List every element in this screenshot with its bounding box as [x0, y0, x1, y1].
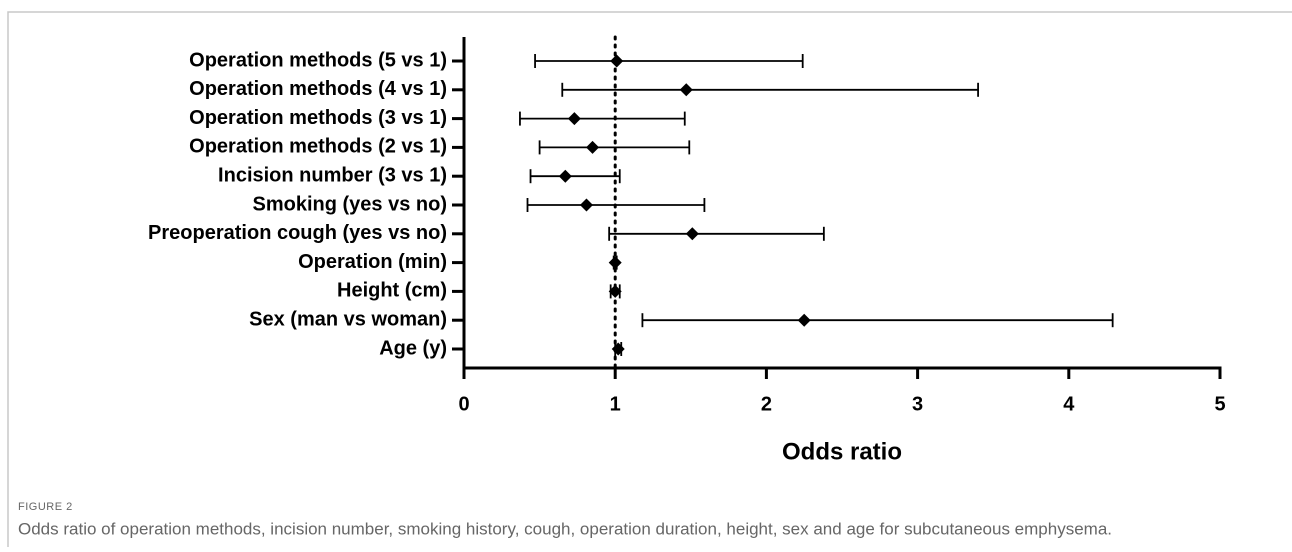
category-label: Operation (min) [298, 251, 447, 273]
category-label: Smoking (yes vs no) [253, 193, 448, 215]
point-estimate [797, 313, 811, 327]
point-estimate [685, 227, 699, 241]
x-tick-label: 4 [1063, 393, 1075, 415]
point-estimate [567, 112, 581, 126]
x-tick-label: 2 [761, 393, 772, 415]
category-label: Sex (man vs woman) [249, 308, 447, 330]
category-label: Operation methods (2 vs 1) [189, 136, 447, 158]
figure-frame [7, 11, 1292, 547]
point-estimate [558, 169, 572, 183]
point-estimate [579, 198, 593, 212]
x-tick-label: 5 [1214, 393, 1225, 415]
x-axis-title: Odds ratio [782, 438, 902, 465]
x-tick-label: 3 [912, 393, 923, 415]
point-estimate [679, 83, 693, 97]
point-estimate [610, 54, 624, 68]
category-label: Age (y) [379, 337, 447, 359]
category-label: Preoperation cough (yes vs no) [148, 222, 447, 244]
x-tick-label: 0 [458, 393, 469, 415]
category-label: Operation methods (5 vs 1) [189, 49, 447, 71]
figure-label: FIGURE 2 [18, 501, 73, 513]
category-label: Incision number (3 vs 1) [218, 164, 447, 186]
x-tick-label: 1 [610, 393, 621, 415]
category-label: Height (cm) [337, 280, 447, 302]
point-estimate [608, 256, 622, 270]
point-estimate [611, 342, 625, 356]
point-estimate [586, 140, 600, 154]
category-label: Operation methods (4 vs 1) [189, 78, 447, 100]
category-label: Operation methods (3 vs 1) [189, 107, 447, 129]
figure-caption: Odds ratio of operation methods, incisio… [18, 519, 1112, 538]
point-estimate [608, 284, 622, 298]
